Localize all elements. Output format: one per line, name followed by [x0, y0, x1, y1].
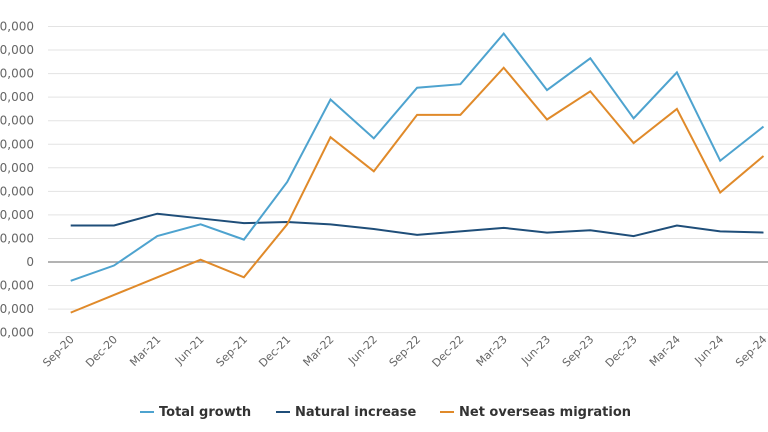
- x-tick-label: Dec-23: [603, 333, 640, 370]
- x-tick-label: Mar-22: [301, 333, 337, 369]
- x-tick-label: Sep-21: [213, 333, 250, 370]
- x-tick-label: Jun-24: [692, 333, 727, 368]
- y-tick-label: 140,000: [0, 90, 34, 104]
- legend-label: Net overseas migration: [459, 405, 631, 420]
- x-tick-label: Sep-23: [560, 333, 597, 370]
- y-tick-label: -60,000: [0, 326, 34, 340]
- x-tick-label: Sep-24: [733, 333, 768, 370]
- y-tick-label: 180,000: [0, 43, 34, 57]
- x-tick-label: Sep-22: [387, 333, 424, 370]
- legend-label: Total growth: [159, 405, 251, 420]
- y-tick-label: -20,000: [0, 279, 34, 293]
- y-tick-label: 120,000: [0, 114, 34, 128]
- series-line-natural-increase: [70, 212, 764, 238]
- x-tick-label: Mar-21: [127, 333, 163, 369]
- series-line-net-overseas-migration: [70, 66, 765, 314]
- x-tick-label: Dec-20: [83, 333, 120, 370]
- y-tick-label: 100,000: [0, 137, 34, 151]
- x-tick-label: Dec-22: [430, 333, 467, 370]
- y-tick-label: 200,000: [0, 20, 34, 34]
- y-tick-label: 80,000: [0, 161, 34, 175]
- y-tick-label: 60,000: [0, 184, 34, 198]
- legend-label: Natural increase: [295, 405, 416, 420]
- y-tick-label: 0: [26, 255, 34, 269]
- x-tick-label: Dec-21: [256, 333, 293, 370]
- x-tick-label: Jun-22: [345, 333, 380, 368]
- x-tick-label: Mar-24: [647, 333, 683, 369]
- x-tick-label: Jun-21: [172, 333, 207, 368]
- x-tick-label: Sep-20: [40, 333, 77, 370]
- y-tick-label: 160,000: [0, 67, 34, 81]
- x-tick-label: Jun-23: [518, 333, 553, 368]
- y-tick-label: -40,000: [0, 302, 34, 316]
- series-line-total-growth: [70, 31, 765, 282]
- x-tick-label: Mar-23: [474, 333, 510, 369]
- y-tick-label: 40,000: [0, 208, 34, 222]
- y-tick-label: 20,000: [0, 231, 34, 245]
